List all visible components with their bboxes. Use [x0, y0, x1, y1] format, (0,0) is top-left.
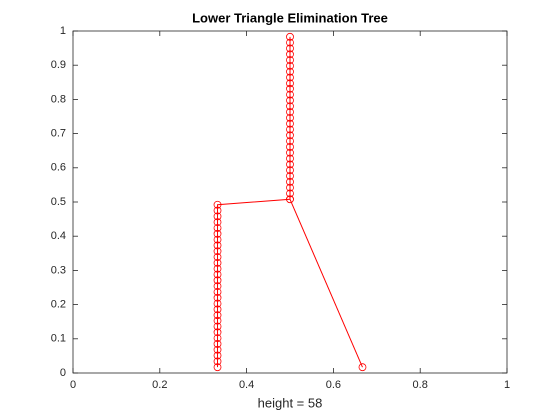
tree-edge	[289, 199, 363, 368]
tree-node	[286, 131, 294, 140]
tree-node	[286, 195, 294, 204]
tree-node	[213, 264, 222, 273]
tree-node	[213, 200, 222, 209]
tree-node	[213, 241, 222, 250]
tree-node	[286, 166, 294, 175]
tree-node	[286, 119, 294, 128]
tree-node	[286, 148, 294, 157]
tree-node	[213, 212, 222, 221]
x-tick-label: 0.4	[239, 379, 254, 391]
tree-node	[213, 328, 222, 337]
tree-node	[213, 340, 222, 348]
y-tick-label: 0.3	[51, 264, 66, 276]
tree-node	[286, 137, 294, 146]
y-tick-label: 0	[60, 367, 66, 379]
tree-node	[213, 351, 222, 360]
tree-node	[213, 316, 222, 325]
tree-node	[213, 363, 222, 372]
tree-node	[213, 276, 222, 285]
tree-node	[213, 345, 222, 354]
tree-node	[213, 224, 222, 232]
x-tick-label: 0.6	[326, 379, 341, 391]
tree-node	[286, 96, 294, 105]
tree-node	[213, 299, 222, 308]
tree-node	[213, 311, 222, 320]
tree-node	[213, 247, 222, 256]
tree-node	[286, 108, 294, 116]
tree-node	[213, 357, 222, 366]
y-tick-label: 0.6	[51, 162, 66, 174]
tree-node	[213, 334, 222, 343]
y-tick-label: 0.4	[51, 230, 66, 242]
tree-node	[286, 177, 294, 186]
y-tick-label: 0.1	[51, 333, 66, 345]
y-tick-label: 0.9	[51, 59, 66, 71]
y-tick-label: 1	[60, 25, 66, 37]
y-tick-label: 0.8	[51, 93, 66, 105]
tree-node	[286, 154, 294, 163]
tree-node	[213, 258, 222, 267]
tree-node	[213, 322, 222, 331]
tree-node	[286, 102, 294, 111]
tree-node	[213, 305, 222, 314]
tree-node	[286, 143, 294, 151]
tree-node	[286, 56, 294, 64]
tree-node	[213, 218, 222, 227]
tree-node	[286, 32, 294, 41]
tree-node	[213, 253, 222, 261]
tree-node	[286, 61, 294, 70]
tree-node	[286, 125, 294, 134]
tree-node	[286, 38, 294, 47]
tree-node	[213, 282, 222, 291]
tree-node	[286, 44, 294, 53]
tree-node	[286, 50, 294, 59]
tree-node	[358, 363, 367, 372]
tree-node	[286, 183, 294, 192]
tree-node	[213, 293, 222, 302]
tree-node	[286, 113, 294, 122]
y-tick-label: 0.7	[51, 128, 66, 140]
tree-node	[213, 270, 222, 279]
chart-title: Lower Triangle Elimination Tree	[192, 10, 388, 25]
tree-edge	[217, 36, 291, 368]
tree-node	[286, 79, 294, 88]
tree-node	[213, 288, 222, 296]
tree-node	[213, 235, 222, 244]
y-tick-label: 0.2	[51, 299, 66, 311]
tree-node	[286, 172, 294, 180]
x-axis-label: height = 58	[258, 395, 323, 410]
y-tick-label: 0.5	[51, 196, 66, 208]
x-tick-label: 0	[70, 379, 76, 391]
x-tick-label: 1	[504, 379, 510, 391]
tree-node	[286, 90, 294, 99]
x-tick-label: 0.2	[152, 379, 167, 391]
tree-node	[286, 73, 294, 82]
x-tick-label: 0.8	[413, 379, 428, 391]
tree-node	[213, 229, 222, 238]
tree-node	[286, 189, 294, 198]
tree-node	[286, 67, 294, 76]
tree-node	[286, 160, 294, 169]
tree-node	[213, 206, 222, 215]
tree-node	[286, 84, 294, 93]
